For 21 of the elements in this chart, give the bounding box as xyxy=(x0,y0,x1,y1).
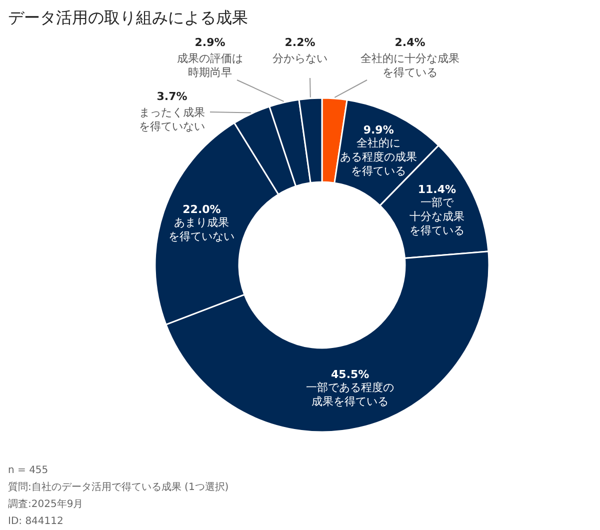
text: n = 455 xyxy=(8,465,48,476)
slice-label: 全社的にある程度の成果を得ている xyxy=(340,136,418,178)
slice-label: まったく成果を得ていない xyxy=(139,106,205,133)
text: ID: 844112 xyxy=(8,516,64,527)
data-label: 2.2% xyxy=(284,36,316,49)
data-label: 3.7% xyxy=(156,90,188,103)
data-label: 11.4% xyxy=(418,182,456,196)
slice-label: あまり成果を得ていない xyxy=(168,216,235,244)
text: 調査:2025年9月 xyxy=(8,498,84,510)
slice-label: 一部で十分な成果を得ている xyxy=(409,196,464,237)
data-label: 22.0% xyxy=(182,203,221,216)
slice-label: 全社的に十分な成果を得ている xyxy=(360,52,460,79)
chart-title: データ活用の取り組みによる成果 xyxy=(8,8,248,27)
data-label: 2.9% xyxy=(194,36,226,49)
data-label: 9.9% xyxy=(363,123,394,136)
slice-label: 成果の評価は時期尚早 xyxy=(177,52,243,79)
data-label: 2.4% xyxy=(394,36,426,49)
text: 質問:自社のデータ活用で得ている成果 (1つ選択) xyxy=(8,481,229,493)
slice-label: 一部である程度の成果を得ている xyxy=(306,380,394,408)
slice-label: 分からない xyxy=(272,52,328,65)
data-label: 45.5% xyxy=(331,368,370,381)
